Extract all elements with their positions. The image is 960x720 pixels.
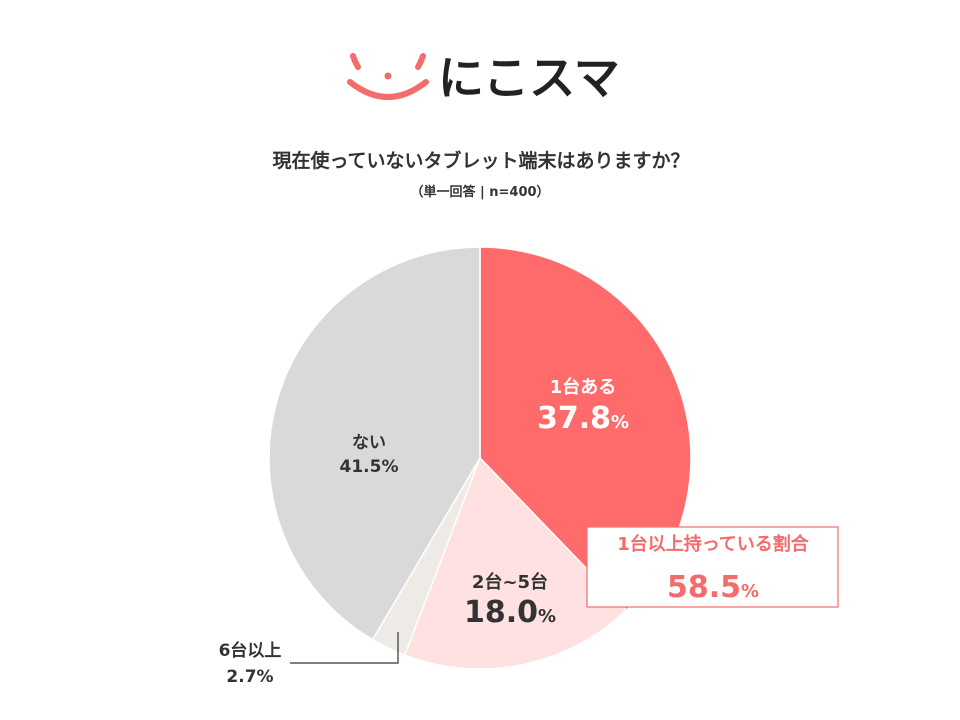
smile-face-icon <box>347 53 429 100</box>
slice-value-unit: % <box>381 457 398 477</box>
slice-value-number: 37.8 <box>537 401 611 436</box>
slice-label-1: 1台ある 37.8% <box>537 376 629 436</box>
callout-value-number: 58.5 <box>667 570 741 605</box>
slice-value-number: 18.0 <box>464 595 538 630</box>
logo-left-eye <box>350 53 361 70</box>
callout-label: 1台以上持っている割合 <box>617 533 810 555</box>
slice-value-label: 2.7% <box>226 667 273 687</box>
brand-name: にこスマ <box>438 51 620 105</box>
pie-chart <box>268 246 692 670</box>
slice-value-label: 37.8% <box>537 401 629 436</box>
callout-frame <box>586 526 839 608</box>
slice-category-label: 1台ある <box>550 376 617 398</box>
logo-right-eye <box>415 53 426 70</box>
chart-subtitle: （単一回答 | n=400） <box>410 184 549 200</box>
callout-box: 1台以上持っている割合 58.5% <box>586 526 839 608</box>
logo-nose <box>384 72 392 80</box>
slice-value-unit: % <box>611 412 629 433</box>
slice-value-label: 41.5% <box>340 457 399 477</box>
leader-line <box>290 632 399 664</box>
logo-smile <box>347 79 429 100</box>
slice-category-label: 2台~5台 <box>472 571 548 593</box>
slice-category-label: 6台以上 <box>219 640 282 661</box>
brand-logo: にこスマ <box>347 51 620 105</box>
slice-label-3: 6台以上 2.7% <box>219 640 282 687</box>
callout-value-unit: % <box>741 581 759 602</box>
slice-value-label: 18.0% <box>464 595 556 630</box>
slice-value-number: 41.5 <box>340 457 382 477</box>
pie-slice-4 <box>268 246 481 641</box>
slice-value-unit: % <box>257 667 274 687</box>
callout-value: 58.5% <box>667 570 759 605</box>
slice-value-unit: % <box>538 606 556 627</box>
slice-category-label: ない <box>352 433 386 453</box>
slice-label-4: ない 41.5% <box>340 433 399 477</box>
slice-value-number: 2.7 <box>226 667 256 687</box>
chart-title: 現在使っていないタブレット端末はありますか？ <box>272 149 689 172</box>
